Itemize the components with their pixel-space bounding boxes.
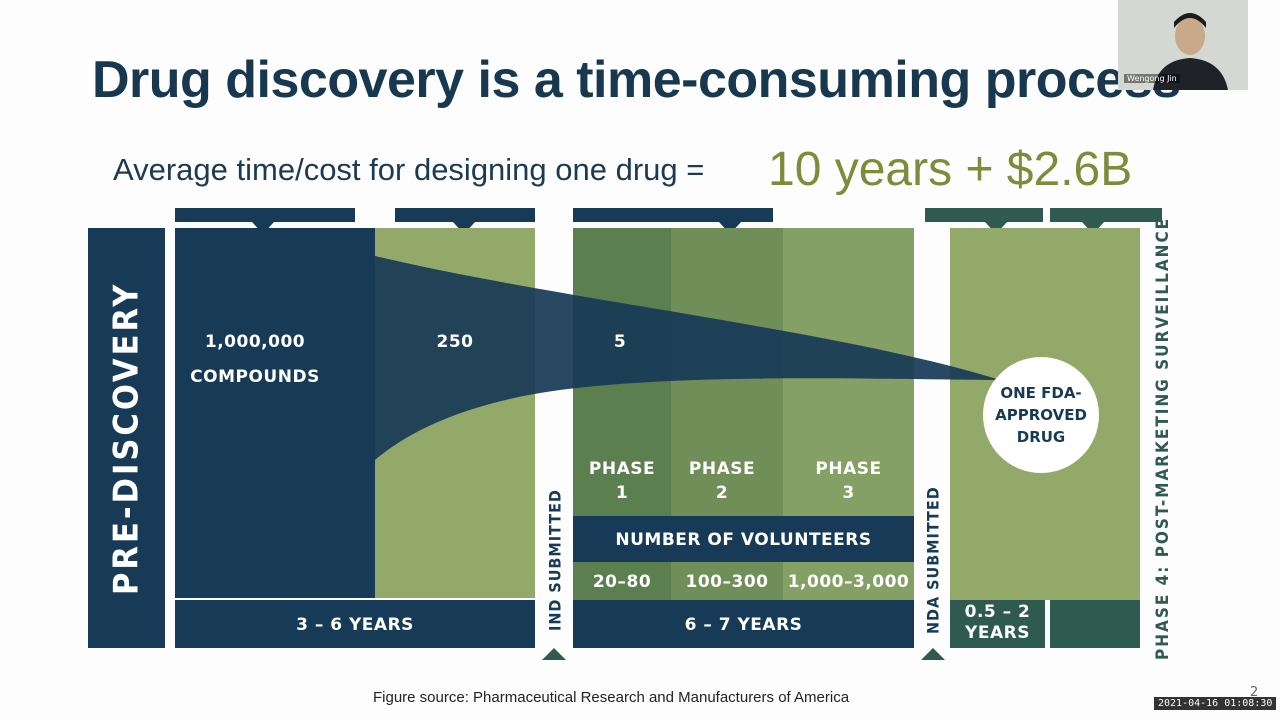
speaker-name: Wengong Jin [1124, 74, 1180, 83]
nda-submitted-marker [921, 648, 945, 660]
slide-title: Drug discovery is a time-consuming proce… [92, 51, 1181, 109]
header-bar-manufacturing [1050, 208, 1162, 222]
header-bar-clinical [573, 208, 773, 222]
volunteers-bar [573, 516, 914, 562]
volunteers-label: NUMBER OF VOLUNTEERS [615, 530, 872, 550]
approved-drug-circle: ONE FDA- APPROVED DRUG [983, 357, 1099, 473]
years-review-line2: YEARS [965, 623, 1030, 643]
phase1-label-line2: 1 [615, 483, 629, 503]
phase2-label-line2: 2 [715, 483, 729, 503]
cost-highlight: 10 years + $2.6B [768, 143, 1133, 196]
compounds-label: COMPOUNDS [190, 367, 320, 387]
count-250: 250 [436, 332, 474, 352]
years-clinical: 6 – 7 YEARS [684, 615, 803, 635]
pre-discovery-column [88, 228, 165, 648]
count-5: 5 [613, 332, 627, 352]
years-bar-discovery [175, 600, 535, 648]
ind-submitted-marker [542, 648, 566, 660]
volunteers-phase2: 100–300 [685, 572, 769, 592]
volunteers-phase3-cell [783, 562, 914, 600]
compounds-count: 1,000,000 [204, 332, 306, 352]
volunteers-phase2-cell [671, 562, 783, 600]
ind-submitted-label: IND SUBMITTED [545, 489, 565, 631]
phase3-label-line1: PHASE [815, 459, 882, 479]
volunteers-phase1-cell [573, 562, 671, 600]
years-bar-postmarket [1050, 600, 1140, 648]
speaker-avatar-icon [1118, 0, 1248, 90]
discovery-block [175, 228, 375, 598]
header-bar-discovery [175, 208, 355, 222]
years-discovery: 3 – 6 YEARS [296, 615, 414, 635]
years-review-line1: 0.5 – 2 [964, 602, 1031, 622]
volunteers-phase3: 1,000–3,000 [787, 572, 910, 592]
approved-line: APPROVED [995, 406, 1087, 424]
approved-line: DRUG [1016, 428, 1066, 446]
webcam-thumbnail: Wengong Jin [1118, 0, 1248, 90]
phase2-label-line1: PHASE [688, 459, 756, 479]
phase1-label-line1: PHASE [588, 459, 656, 479]
figure-source: Figure source: Pharmaceutical Research a… [373, 689, 850, 706]
volunteers-phase1: 20–80 [592, 572, 652, 592]
nda-submitted-label: NDA SUBMITTED [923, 486, 943, 634]
years-bar-clinical [573, 600, 914, 648]
phase3-label-line2: 3 [842, 483, 855, 503]
slide-subtitle: Average time/cost for designing one drug… [113, 152, 705, 187]
page-number: 2 [1250, 685, 1259, 700]
approved-line: ONE FDA- [1000, 384, 1082, 402]
header-bar-preclinical [395, 208, 535, 222]
years-bar-review [950, 600, 1045, 648]
phase4-label: PHASE 4: POST-MARKETING SURVEILLANCE [1153, 216, 1173, 660]
recording-timestamp: 2021-04-16 01:08:30 [1154, 697, 1277, 710]
header-bar-review [925, 208, 1043, 222]
